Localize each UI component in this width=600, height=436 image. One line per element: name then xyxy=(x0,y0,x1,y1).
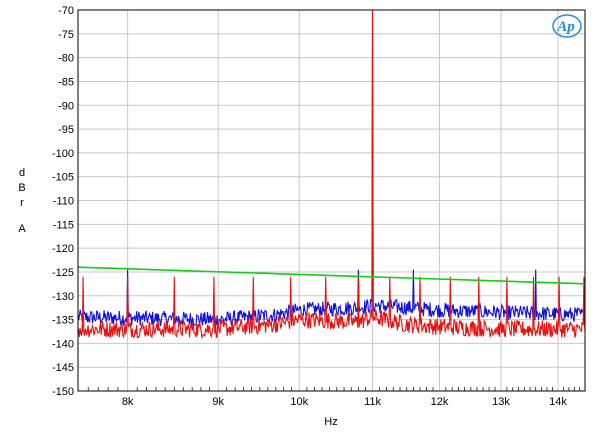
series-group xyxy=(77,9,586,340)
x-tick-label: 13k xyxy=(492,396,510,408)
x-tick-label: 9k xyxy=(212,396,224,408)
x-tick-labels: 8k 9k 10k 11k 12k 13k 14k xyxy=(122,396,568,408)
y-tick-label: -115 xyxy=(53,219,74,231)
y-label-letter: B xyxy=(18,182,25,194)
x-tick-label: 11k xyxy=(364,396,381,408)
plot-frame xyxy=(77,9,586,392)
y-tick-label: -145 xyxy=(52,362,74,374)
x-axis-label: Hz xyxy=(324,416,337,428)
y-tick-label: -125 xyxy=(52,267,74,279)
y-axis-label: d B r A xyxy=(18,167,26,235)
grid xyxy=(78,9,585,392)
series-line-red xyxy=(77,9,586,340)
ap-logo: Ap xyxy=(552,14,582,38)
y-tick-label: -70 xyxy=(58,5,74,17)
series-line-green xyxy=(77,266,586,285)
y-tick-label: -105 xyxy=(52,172,74,184)
y-tick-label: -150 xyxy=(52,386,74,398)
y-tick-label: -110 xyxy=(53,196,74,208)
y-label-letter: d xyxy=(19,167,25,179)
y-tick-label: -85 xyxy=(58,76,74,88)
y-tick-label: -80 xyxy=(58,53,74,65)
y-tick-label: -130 xyxy=(52,291,74,303)
y-tick-label: -120 xyxy=(52,243,74,255)
series-line-blue xyxy=(77,9,586,327)
y-tick-label: -95 xyxy=(58,124,74,136)
svg-text:Ap: Ap xyxy=(556,19,575,35)
y-tick-labels: -70 -75 -80 -85 -90 -95 -100 -105 -110 -115 -120 -1… xyxy=(52,5,74,398)
x-tick-label: 8k xyxy=(122,396,134,408)
y-label-letter: r xyxy=(20,197,24,209)
x-tick-label: 10k xyxy=(290,396,308,408)
y-tick-label: -135 xyxy=(52,315,74,327)
y-tick-label: -100 xyxy=(52,148,74,160)
x-tick-label: 14k xyxy=(549,396,567,408)
minor-ticks xyxy=(87,387,581,391)
y-tick-label: -75 xyxy=(58,29,74,41)
y-tick-label: -90 xyxy=(58,100,74,112)
y-tick-label: -140 xyxy=(52,338,74,350)
x-tick-label: 12k xyxy=(431,396,449,408)
y-label-letter: A xyxy=(18,223,26,235)
